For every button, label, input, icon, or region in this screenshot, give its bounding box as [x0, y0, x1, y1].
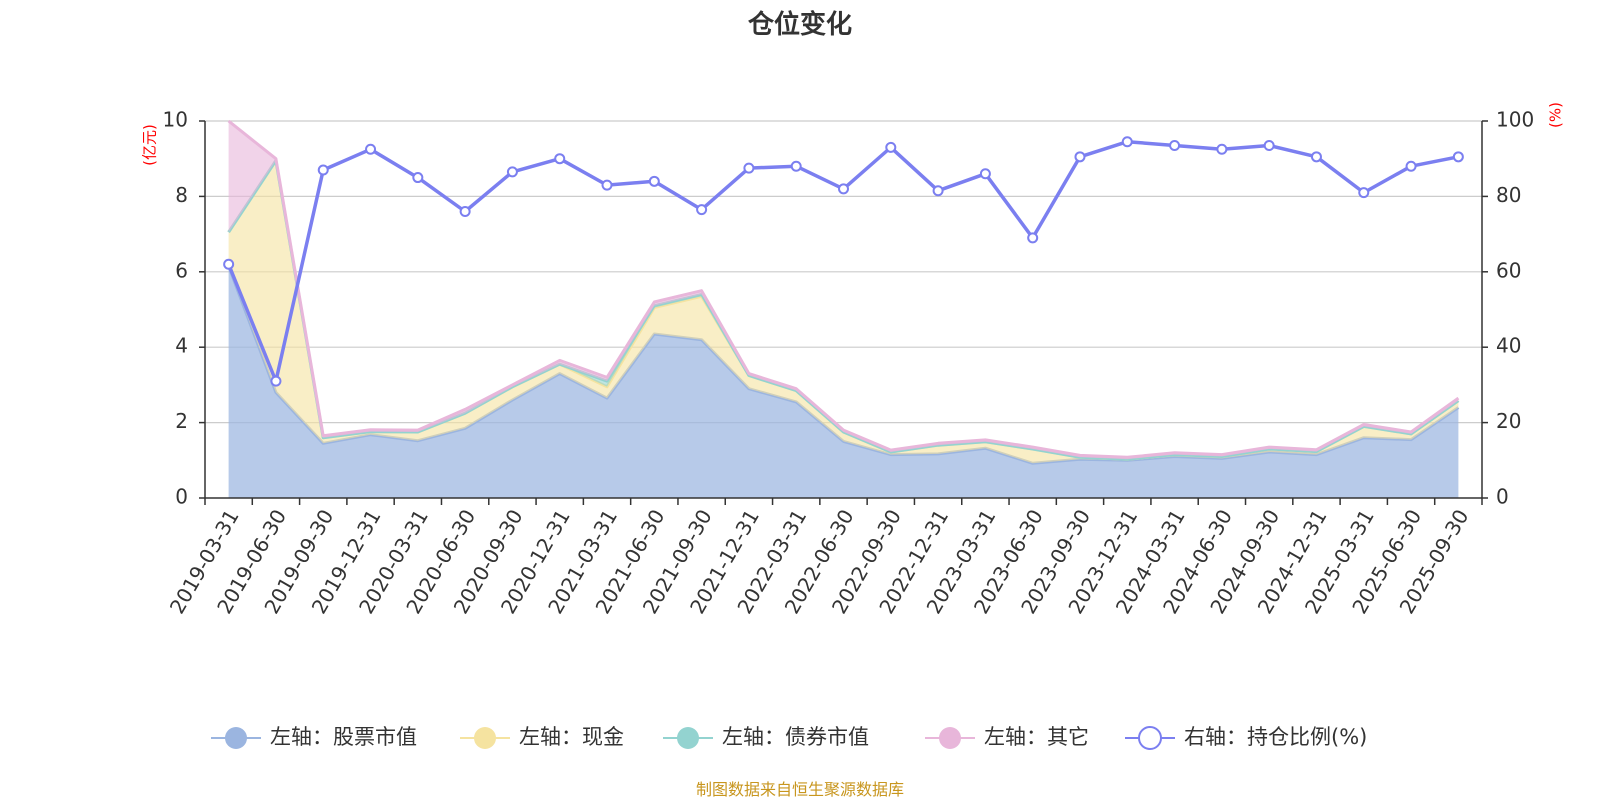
right-tick-label: 20	[1496, 409, 1521, 433]
legend: 左轴：股票市值 左轴：现金 左轴：债券市值 左轴：其它 右轴：持仓比例(%)	[211, 725, 1367, 750]
ratio-point	[932, 185, 944, 197]
ratio-point	[1405, 160, 1417, 172]
ratio-point	[1358, 187, 1370, 199]
ratio-point	[1452, 151, 1464, 163]
grid	[205, 120, 1482, 424]
ratio-point	[838, 183, 849, 195]
right-tick-label: 100	[1496, 108, 1534, 132]
ratio-point	[885, 141, 897, 153]
ratio-point	[696, 204, 708, 216]
ratio-point	[365, 143, 377, 155]
ratio-point	[1121, 136, 1133, 148]
left-tick-label: 0	[175, 485, 188, 509]
area-series	[227, 119, 1460, 498]
legend-label: 右轴：持仓比例(%)	[1184, 725, 1367, 749]
left-tick-label: 10	[163, 108, 188, 132]
area-fill-1	[228, 160, 1459, 464]
left-tick-label: 6	[175, 258, 188, 282]
left-tick-label: 4	[175, 334, 188, 358]
ratio-point	[506, 166, 518, 178]
legend-marker	[1138, 726, 1162, 750]
right-tick-label: 80	[1496, 183, 1521, 207]
legend-marker	[939, 727, 961, 749]
legend-label: 左轴：股票市值	[270, 725, 417, 749]
legend-marker	[677, 727, 699, 749]
ratio-point	[1169, 140, 1181, 152]
ratio-point	[743, 162, 755, 174]
area-fill-0	[228, 266, 1459, 498]
area-edge-1	[227, 159, 1460, 461]
ratio-line-series	[223, 136, 1464, 387]
ratio-point	[979, 168, 991, 180]
left-tick-label: 8	[175, 183, 188, 207]
legend-marker	[225, 727, 247, 749]
ratio-point	[223, 258, 235, 270]
ratio-point	[317, 164, 329, 176]
area-edge-2	[227, 159, 1460, 461]
ratio-point	[790, 160, 802, 172]
area-fill-3	[228, 121, 1459, 460]
legend-marker	[474, 727, 496, 749]
ratio-point	[648, 175, 660, 187]
ratio-point	[1027, 232, 1039, 244]
legend-label: 左轴：债券市值	[722, 725, 869, 749]
ratio-point	[459, 205, 471, 217]
right-tick-label: 60	[1496, 258, 1521, 282]
left-axis-unit: (亿元)	[141, 124, 159, 166]
ratio-point	[1310, 151, 1322, 163]
legend-label: 左轴：其它	[984, 725, 1089, 749]
ratio-point	[1263, 140, 1275, 152]
right-tick-label: 0	[1496, 485, 1509, 509]
right-tick-label: 40	[1496, 334, 1521, 358]
ratio-point	[554, 153, 566, 165]
right-axis-unit: (%)	[1547, 102, 1565, 128]
ratio-point	[1074, 151, 1086, 163]
ratio-point	[412, 172, 424, 184]
ratio-point	[1216, 143, 1228, 155]
area-fill-2	[228, 160, 1459, 460]
area-edge-3	[227, 119, 1460, 459]
chart-title: 仓位变化	[747, 9, 852, 40]
source-note: 制图数据来自恒生聚源数据库	[696, 780, 904, 799]
legend-label: 左轴：现金	[519, 725, 624, 749]
left-tick-label: 2	[175, 409, 188, 433]
ratio-point	[270, 375, 282, 387]
ratio-point	[601, 179, 613, 191]
